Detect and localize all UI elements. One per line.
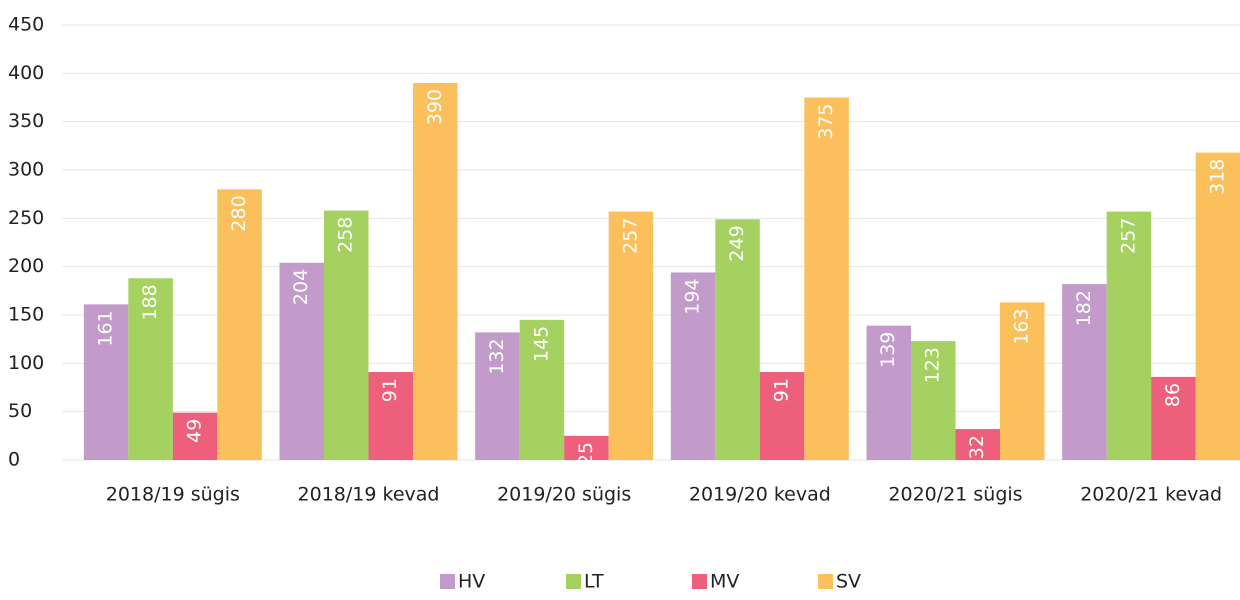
data-label: 139 (877, 332, 899, 368)
data-label: 390 (424, 89, 446, 125)
legend-swatch (566, 574, 581, 589)
x-tick-label: 2019/20 kevad (689, 484, 831, 506)
data-label: 375 (815, 104, 837, 140)
data-label: 123 (922, 347, 944, 383)
legend-label: LT (584, 571, 604, 593)
data-label: 188 (139, 284, 161, 320)
legend-swatch (692, 574, 707, 589)
x-tick-label: 2020/21 sügis (888, 484, 1022, 506)
data-label: 25 (575, 442, 597, 466)
data-label: 194 (682, 278, 704, 314)
legend-label: SV (836, 571, 861, 593)
x-tick-label: 2018/19 sügis (106, 484, 240, 506)
y-tick-label: 200 (8, 255, 44, 277)
bar (324, 210, 369, 460)
y-tick-label: 100 (8, 352, 44, 374)
bar (911, 341, 956, 460)
data-label: 91 (771, 378, 793, 402)
data-label: 145 (530, 326, 552, 362)
bar (217, 189, 262, 461)
data-label: 161 (95, 310, 117, 346)
bar (1151, 376, 1196, 460)
data-label: 163 (1011, 308, 1033, 344)
bar (955, 429, 1000, 460)
bar (1000, 302, 1045, 460)
bar (475, 332, 520, 460)
bar (83, 304, 129, 460)
legend-swatch (440, 574, 455, 589)
bar (670, 272, 716, 460)
y-tick-label: 50 (8, 400, 32, 422)
bar (866, 325, 911, 460)
y-tick-label: 250 (8, 207, 44, 229)
bar (804, 97, 849, 460)
data-label: 258 (335, 217, 357, 253)
data-label: 249 (726, 225, 748, 261)
data-label: 32 (966, 435, 988, 459)
y-tick-label: 300 (8, 159, 44, 181)
data-label: 182 (1073, 290, 1095, 326)
data-label: 49 (184, 419, 206, 443)
y-tick-label: 150 (8, 304, 44, 326)
bar (1106, 211, 1152, 460)
bar (368, 372, 413, 460)
bar (413, 83, 458, 460)
data-label: 280 (228, 195, 250, 231)
bar (715, 219, 760, 460)
bar (608, 211, 654, 460)
data-label: 318 (1206, 159, 1228, 195)
y-tick-label: 350 (8, 110, 44, 132)
y-tick-label: 400 (8, 62, 44, 84)
y-tick-label: 450 (8, 14, 44, 36)
bar (759, 372, 805, 460)
bar (1062, 284, 1107, 460)
data-label: 257 (619, 218, 641, 254)
data-label: 132 (486, 338, 508, 374)
legend-swatch (818, 574, 833, 589)
bar (1195, 152, 1240, 460)
x-tick-label: 2018/19 kevad (298, 484, 440, 506)
data-label: 257 (1117, 218, 1139, 254)
y-tick-label: 0 (8, 449, 20, 471)
legend-label: MV (710, 571, 739, 593)
data-label: 91 (379, 378, 401, 402)
bar (279, 262, 324, 460)
data-label: 204 (290, 269, 312, 305)
bar (519, 319, 565, 460)
x-tick-label: 2019/20 sügis (497, 484, 631, 506)
data-label: 86 (1162, 383, 1184, 407)
bar (564, 435, 609, 460)
legend-label: HV (458, 571, 485, 593)
bar (172, 412, 218, 460)
bar (128, 278, 173, 460)
x-tick-label: 2020/21 kevad (1080, 484, 1222, 506)
